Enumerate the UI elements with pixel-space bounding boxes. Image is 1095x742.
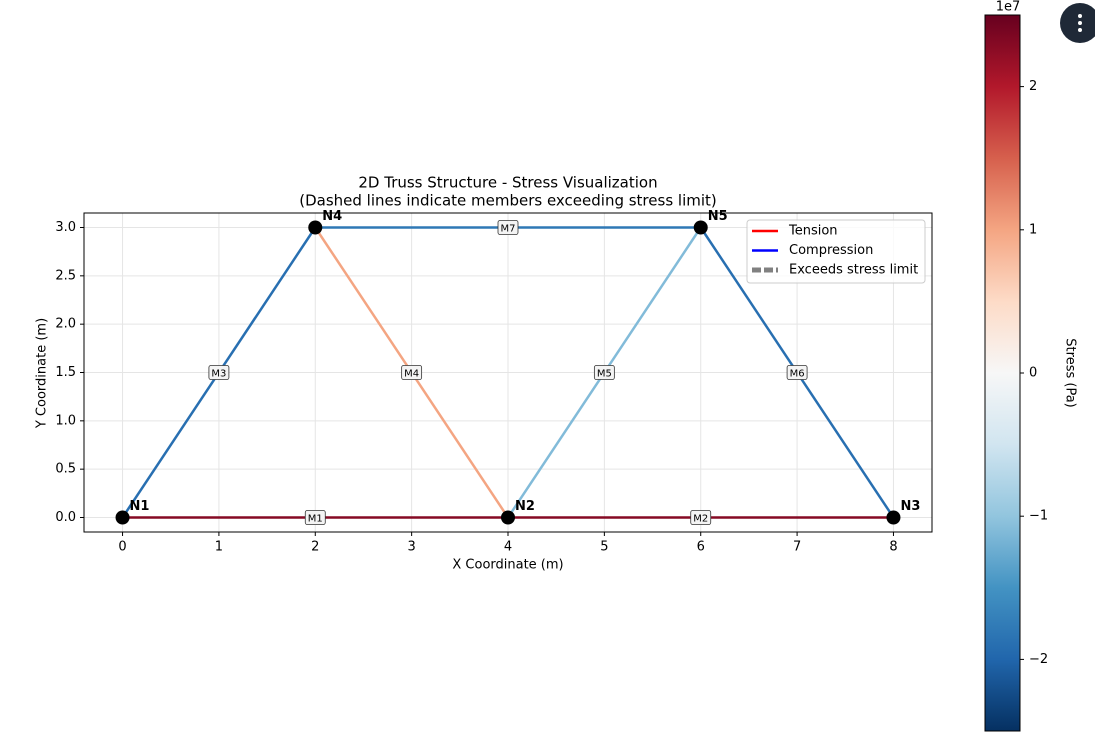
legend-box: [746, 219, 926, 284]
node-label: N1: [130, 499, 150, 514]
y-axis-label: Y Coordinate (m): [35, 318, 50, 429]
member-label: M6: [790, 369, 805, 380]
x-tick-label: 7: [793, 540, 801, 555]
member-label: M5: [597, 369, 612, 380]
member-label: M1: [308, 514, 323, 525]
x-tick-label: 1: [215, 540, 223, 555]
x-tick-label: 2: [311, 540, 319, 555]
y-tick-label: 0.0: [55, 510, 76, 525]
node: [693, 220, 708, 235]
legend-label: Exceeds stress limit: [789, 263, 918, 278]
x-axis-label: X Coordinate (m): [452, 558, 563, 573]
chart-subtitle: (Dashed lines indicate members exceeding…: [299, 192, 717, 210]
node-label: N5: [708, 209, 728, 224]
member-label-box: [401, 365, 423, 380]
menu-button[interactable]: [1060, 3, 1095, 43]
y-tick-label: 3.0: [55, 220, 76, 235]
node-label: N4: [322, 209, 342, 224]
legend-label: Tension: [788, 224, 838, 239]
member-label: M7: [501, 224, 516, 235]
member-label-box: [690, 510, 712, 525]
node-label: N3: [900, 499, 920, 514]
node: [308, 220, 323, 235]
member-label: M4: [404, 369, 419, 380]
dot: [1078, 14, 1082, 18]
y-tick-label: 2.5: [55, 268, 76, 283]
colorbar-tick-label: −2: [1029, 652, 1048, 667]
dot: [1078, 21, 1082, 25]
member-label-box: [593, 365, 615, 380]
menu-button-bg[interactable]: [1060, 3, 1095, 43]
y-tick-label: 1.5: [55, 365, 76, 380]
y-tick-label: 2.0: [55, 317, 76, 332]
colorbar-offset: 1e7: [996, 0, 1021, 15]
node: [115, 510, 130, 525]
y-tick-label: 0.5: [55, 462, 76, 477]
dot: [1078, 28, 1082, 32]
member-label-box: [208, 365, 230, 380]
x-tick-label: 5: [600, 540, 608, 555]
plot-frame: [83, 212, 933, 533]
colorbar-tick-label: −1: [1029, 509, 1048, 524]
y-tick-label: 1.0: [55, 413, 76, 428]
member-label-box: [497, 220, 519, 235]
node: [501, 510, 515, 525]
member-label: M2: [693, 514, 708, 525]
member-label-box: [304, 510, 326, 525]
colorbar-tick-label: 2: [1029, 79, 1037, 94]
legend-label: Compression: [789, 243, 873, 258]
x-tick-label: 0: [118, 540, 126, 555]
x-tick-label: 6: [697, 540, 705, 555]
colorbar-tick-label: 1: [1029, 222, 1037, 237]
node-label: N2: [515, 499, 535, 514]
colorbar-label: Stress (Pa): [1063, 338, 1078, 407]
x-tick-label: 4: [504, 540, 512, 555]
chart-title: 2D Truss Structure - Stress Visualizatio…: [358, 174, 657, 192]
x-tick-label: 8: [889, 540, 897, 555]
member-label: M3: [211, 369, 226, 380]
colorbar-tick-label: 0: [1029, 366, 1037, 381]
colorbar: [984, 14, 1021, 732]
node: [886, 510, 901, 525]
member-label-box: [786, 365, 808, 380]
x-tick-label: 3: [407, 540, 415, 555]
